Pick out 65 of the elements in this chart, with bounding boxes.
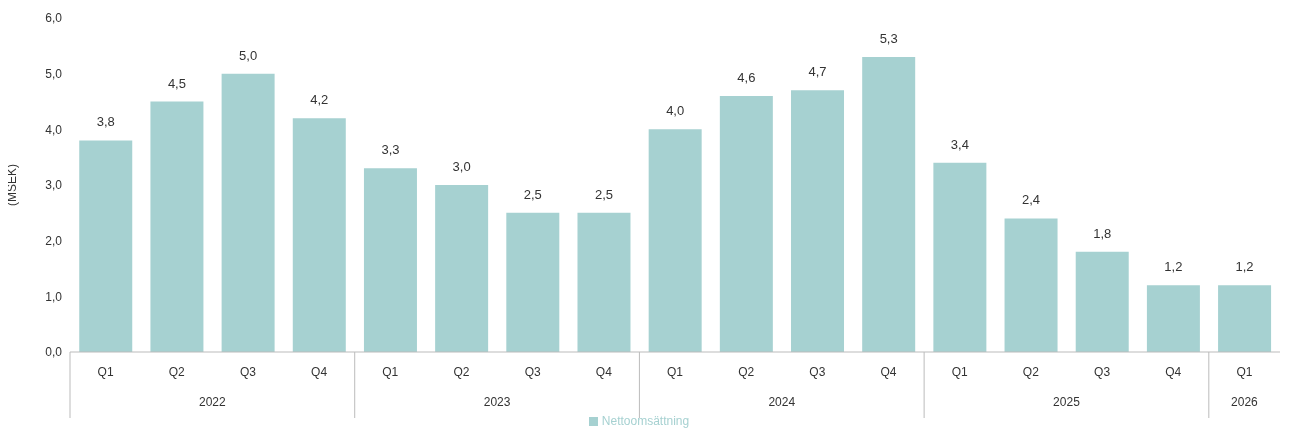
x-tick-label: Q4	[880, 365, 897, 379]
y-tick-label: 1,0	[45, 289, 63, 304]
data-label: 4,6	[737, 69, 756, 85]
x-tick-label: Q4	[311, 365, 328, 379]
bar	[1146, 285, 1200, 352]
x-tick-label: Q3	[809, 365, 826, 379]
bar	[1218, 285, 1272, 352]
bar	[435, 185, 489, 352]
y-tick-label: 2,0	[45, 233, 63, 248]
bar	[506, 212, 560, 352]
y-tick-label: 6,0	[45, 11, 63, 26]
bar	[292, 118, 346, 352]
bar	[791, 90, 845, 352]
x-tick-label: Q3	[239, 365, 257, 379]
bar	[862, 56, 916, 352]
data-label: 3,0	[452, 159, 471, 174]
bar	[1004, 218, 1058, 352]
x-tick-label: Q4	[1165, 365, 1182, 379]
data-label: 1,8	[1093, 225, 1112, 241]
data-label: 3,4	[950, 136, 969, 152]
data-label: 3,3	[381, 142, 400, 158]
x-tick-label: Q1	[1236, 365, 1253, 379]
y-tick-label: 4,0	[45, 122, 63, 137]
bar	[719, 95, 773, 352]
data-label: 2,5	[594, 186, 614, 202]
data-label: 5,0	[239, 47, 258, 63]
bar	[221, 73, 275, 352]
data-label: 1,2	[1235, 259, 1254, 275]
data-label: 4,2	[310, 92, 329, 108]
legend-label: Nettoomsättning	[601, 414, 690, 428]
x-tick-label: Q3	[1094, 365, 1111, 379]
bar	[150, 101, 204, 352]
x-tick-label: Q2	[453, 365, 470, 379]
bar	[1075, 251, 1129, 352]
bar	[577, 212, 631, 352]
text: 2022	[199, 395, 227, 409]
y-tick-label: 5,0	[45, 66, 63, 81]
x-tick-label: Q2	[738, 365, 755, 379]
y-tick-label: 3,0	[45, 178, 63, 193]
data-label: 2,5	[523, 186, 542, 202]
data-label: 4,5	[167, 75, 186, 91]
bar	[933, 162, 987, 352]
x-tick-label: Q1	[97, 365, 114, 379]
y-tick-label: 0,0	[45, 345, 63, 360]
x-tick-label: Q4	[595, 365, 613, 379]
x-tick-label: Q1	[666, 365, 684, 379]
x-tick-label: Q2	[1022, 365, 1040, 379]
text: 2023	[483, 395, 511, 409]
data-label: 2,4	[1022, 192, 1041, 208]
x-tick-label: Q1	[382, 365, 399, 379]
text: 2025	[1053, 395, 1081, 409]
data-label: 1,2	[1164, 259, 1183, 275]
data-label: 5,3	[879, 30, 898, 46]
bar	[648, 129, 702, 352]
y-axis-title: (MSEK)	[5, 164, 20, 206]
text: 2024	[768, 395, 796, 409]
data-label: 4,7	[808, 64, 827, 80]
x-tick-label: Q1	[951, 365, 969, 379]
data-label: 4,0	[666, 103, 685, 119]
text: 2026	[1231, 395, 1259, 409]
bar	[79, 140, 133, 352]
bar	[363, 168, 417, 352]
x-tick-label: Q3	[524, 365, 541, 379]
x-tick-label: Q2	[168, 365, 186, 379]
data-label: 3,8	[96, 114, 115, 130]
